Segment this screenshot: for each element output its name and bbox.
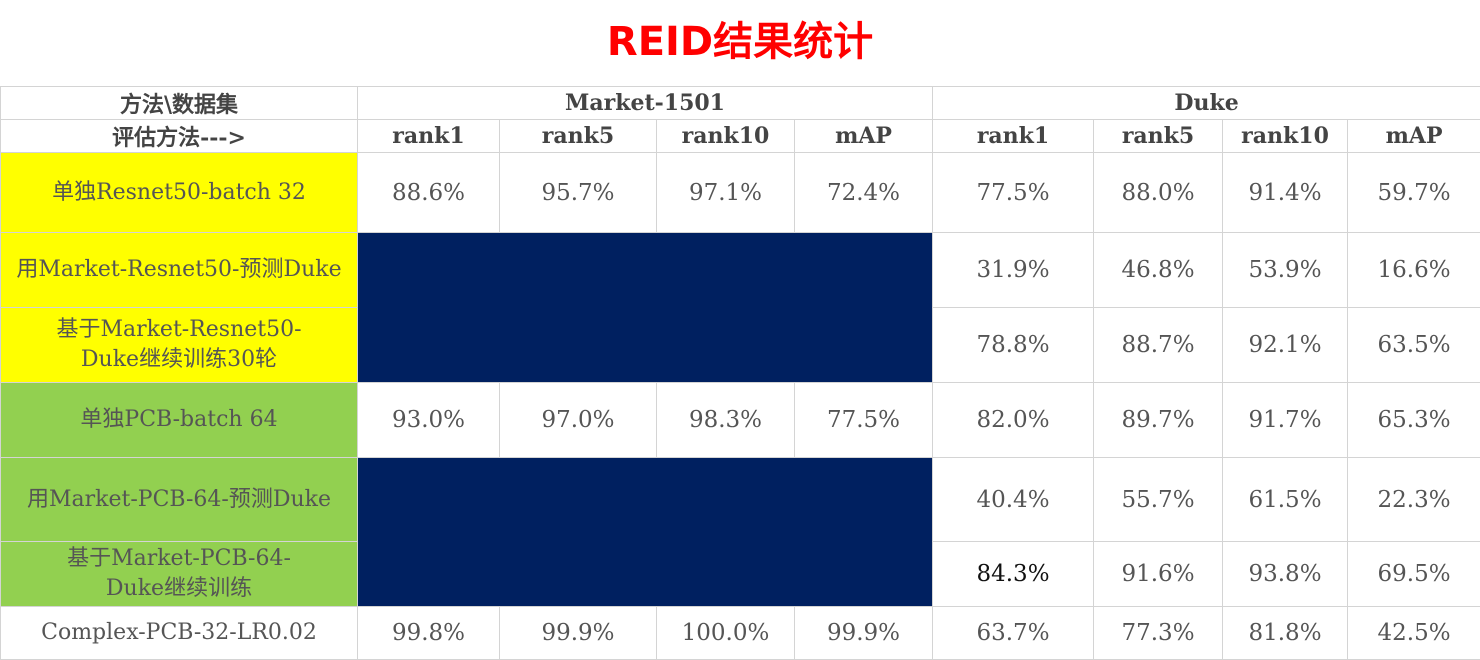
- navy-blank-block: [358, 458, 933, 607]
- market-value-cell: 77.5%: [795, 383, 933, 458]
- duke-value-cell: 88.7%: [1094, 308, 1223, 383]
- duke-value-cell: 53.9%: [1223, 233, 1348, 308]
- duke-value-cell: 22.3%: [1348, 458, 1480, 542]
- header-metric: mAP: [795, 120, 933, 153]
- market-value-cell: 97.1%: [657, 153, 795, 233]
- duke-value-cell: 46.8%: [1094, 233, 1223, 308]
- method-line: 基于Market-PCB-64-: [67, 546, 291, 571]
- method-line: Duke继续训练: [106, 576, 252, 601]
- duke-value-cell: 93.8%: [1223, 542, 1348, 607]
- method-cell: Complex-PCB-32-LR0.02: [1, 607, 358, 660]
- market-value-cell: 99.9%: [500, 607, 657, 660]
- market-value-cell: 95.7%: [500, 153, 657, 233]
- duke-value-cell: 63.5%: [1348, 308, 1480, 383]
- method-cell: 用Market-PCB-64-预测Duke: [1, 458, 358, 542]
- duke-value-cell: 92.1%: [1223, 308, 1348, 383]
- duke-value-cell: 82.0%: [933, 383, 1094, 458]
- table-row: 单独Resnet50-batch 32 88.6% 95.7% 97.1% 72…: [1, 153, 1480, 233]
- table-row: 用Market-Resnet50-预测Duke 31.9% 46.8% 53.9…: [1, 233, 1480, 308]
- header-metric: mAP: [1348, 120, 1480, 153]
- navy-blank-block: [358, 233, 933, 383]
- header-market-1501: Market-1501: [358, 87, 933, 120]
- method-cell: 用Market-Resnet50-预测Duke: [1, 233, 358, 308]
- header-metric: rank10: [1223, 120, 1348, 153]
- method-cell: 基于Market-PCB-64- Duke继续训练: [1, 542, 358, 607]
- duke-value-cell: 81.8%: [1223, 607, 1348, 660]
- duke-value-cell: 88.0%: [1094, 153, 1223, 233]
- market-value-cell: 100.0%: [657, 607, 795, 660]
- duke-value-cell: 59.7%: [1348, 153, 1480, 233]
- duke-value-cell: 84.3%: [933, 542, 1094, 607]
- header-metric: rank1: [933, 120, 1094, 153]
- duke-value-cell: 77.5%: [933, 153, 1094, 233]
- header-eval-method: 评估方法--->: [1, 120, 358, 153]
- method-cell: 单独Resnet50-batch 32: [1, 153, 358, 233]
- header-row-datasets: 方法\数据集 Market-1501 Duke: [1, 87, 1480, 120]
- duke-value-cell: 91.6%: [1094, 542, 1223, 607]
- duke-value-cell: 89.7%: [1094, 383, 1223, 458]
- duke-value-cell: 16.6%: [1348, 233, 1480, 308]
- duke-value-cell: 63.7%: [933, 607, 1094, 660]
- page-title: REID结果统计: [0, 0, 1480, 86]
- duke-value-cell: 91.4%: [1223, 153, 1348, 233]
- results-table: 方法\数据集 Market-1501 Duke 评估方法---> rank1 r…: [0, 86, 1480, 660]
- header-metric: rank1: [358, 120, 500, 153]
- method-line: Duke继续训练30轮: [81, 347, 277, 372]
- market-value-cell: 88.6%: [358, 153, 500, 233]
- table-row: 单独PCB-batch 64 93.0% 97.0% 98.3% 77.5% 8…: [1, 383, 1480, 458]
- duke-value-cell: 77.3%: [1094, 607, 1223, 660]
- duke-value-cell: 91.7%: [1223, 383, 1348, 458]
- market-value-cell: 99.9%: [795, 607, 933, 660]
- market-value-cell: 98.3%: [657, 383, 795, 458]
- duke-value-cell: 69.5%: [1348, 542, 1480, 607]
- header-row-metrics: 评估方法---> rank1 rank5 rank10 mAP rank1 ra…: [1, 120, 1480, 153]
- header-duke: Duke: [933, 87, 1480, 120]
- header-metric: rank5: [500, 120, 657, 153]
- duke-value-cell: 42.5%: [1348, 607, 1480, 660]
- duke-value-cell: 40.4%: [933, 458, 1094, 542]
- method-line: 基于Market-Resnet50-: [56, 317, 301, 342]
- method-cell: 单独PCB-batch 64: [1, 383, 358, 458]
- market-value-cell: 97.0%: [500, 383, 657, 458]
- table-row: 用Market-PCB-64-预测Duke 40.4% 55.7% 61.5% …: [1, 458, 1480, 542]
- duke-value-cell: 61.5%: [1223, 458, 1348, 542]
- duke-value-cell: 55.7%: [1094, 458, 1223, 542]
- market-value-cell: 99.8%: [358, 607, 500, 660]
- market-value-cell: 93.0%: [358, 383, 500, 458]
- table-row: Complex-PCB-32-LR0.02 99.8% 99.9% 100.0%…: [1, 607, 1480, 660]
- method-cell: 基于Market-Resnet50- Duke继续训练30轮: [1, 308, 358, 383]
- duke-value-cell: 78.8%: [933, 308, 1094, 383]
- header-metric: rank10: [657, 120, 795, 153]
- duke-value-cell: 31.9%: [933, 233, 1094, 308]
- market-value-cell: 72.4%: [795, 153, 933, 233]
- header-method-dataset: 方法\数据集: [1, 87, 358, 120]
- header-metric: rank5: [1094, 120, 1223, 153]
- duke-value-cell: 65.3%: [1348, 383, 1480, 458]
